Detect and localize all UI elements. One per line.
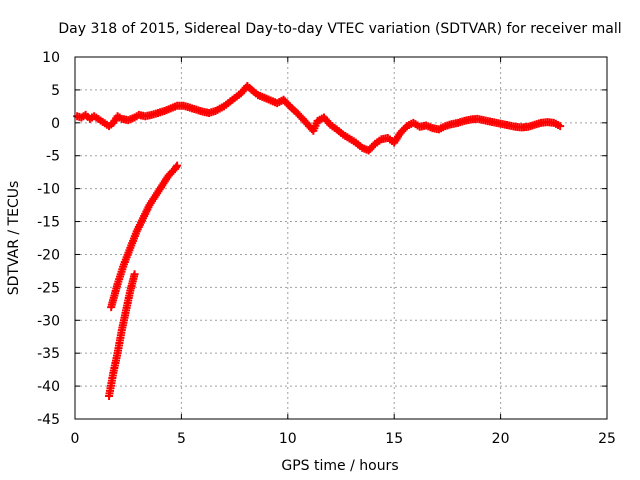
series-main (73, 81, 565, 155)
data-point (130, 270, 139, 279)
y-tick-label: -45 (37, 412, 60, 428)
y-axis-label: SDTVAR / TECUs (6, 181, 22, 296)
x-tick-label: 15 (385, 431, 403, 447)
y-tick-label: 5 (51, 83, 60, 99)
series-upper-drop (107, 161, 182, 312)
x-tick-label: 5 (177, 431, 186, 447)
x-tick-label: 0 (71, 431, 80, 447)
x-tick-label: 25 (598, 431, 616, 447)
data-point (172, 163, 181, 172)
y-tick-label: -30 (37, 313, 60, 329)
plot-frame (74, 56, 608, 420)
chart-title: Day 318 of 2015, Sidereal Day-to-day VTE… (58, 21, 621, 37)
data-point (556, 122, 565, 131)
y-tick-label: -5 (46, 149, 60, 165)
x-tick-label: 20 (492, 431, 510, 447)
axis-ticks: 0 5 10 15 20 25 10 5 0 -5 -10 -15 -20 -25 -30 -35 -40 -45 (37, 50, 616, 447)
y-tick-label: -25 (37, 280, 60, 296)
grid-lines (75, 57, 607, 419)
data-point (173, 161, 182, 170)
y-tick-label: -15 (37, 215, 60, 231)
series-lower-drop (105, 270, 139, 400)
x-tick-label: 10 (279, 431, 297, 447)
data-points (73, 81, 565, 400)
x-axis-label: GPS time / hours (281, 458, 398, 474)
y-tick-label: -40 (37, 379, 60, 395)
y-tick-label: 0 (51, 116, 60, 132)
y-tick-label: 10 (42, 50, 60, 66)
y-tick-label: -35 (37, 346, 60, 362)
y-tick-label: -20 (37, 247, 60, 263)
y-tick-label: -10 (37, 182, 60, 198)
